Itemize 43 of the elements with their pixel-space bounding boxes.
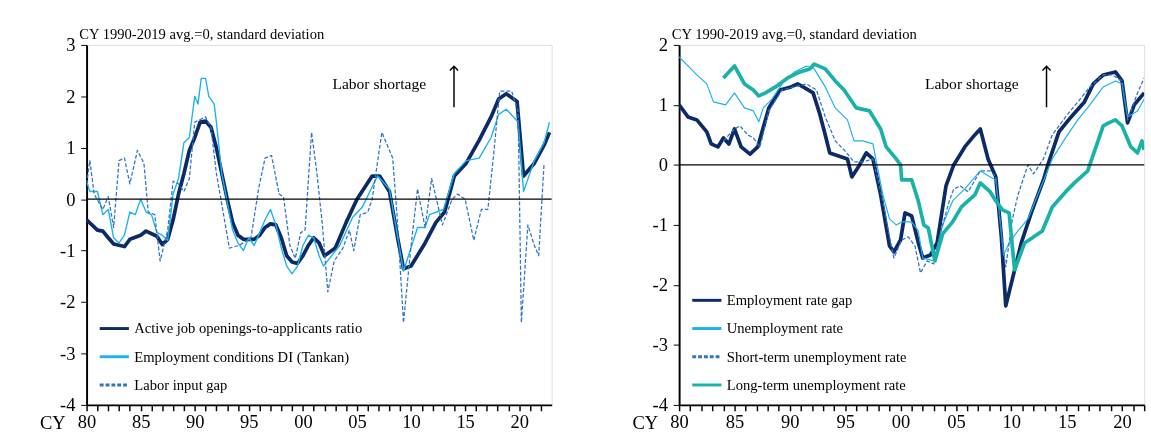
x-tick-label: 10 (402, 411, 421, 432)
legend-label: Short-term unemployment rate (726, 348, 907, 365)
x-tick-label: 90 (781, 411, 800, 432)
x-tick-label: 05 (348, 411, 367, 432)
legend-label: Employment conditions DI (Tankan) (134, 348, 350, 366)
legend-label: Active job openings-to-applicants ratio (134, 320, 363, 337)
y-axis-title: CY 1990-2019 avg.=0, standard deviation (671, 25, 918, 42)
legend-label: Unemployment rate (726, 320, 843, 337)
y-tick-label: -2 (60, 292, 76, 313)
x-tick-label: 95 (240, 411, 259, 432)
x-tick-label: 20 (1113, 411, 1132, 432)
y-tick-label: 0 (66, 189, 76, 210)
legend-label: Long-term unemployment rate (726, 376, 906, 393)
y-tick-label: -1 (60, 240, 76, 261)
x-tick-label: 10 (1002, 411, 1022, 432)
x-tick-label: 20 (510, 411, 529, 432)
x-tick-label: 15 (1057, 411, 1077, 432)
legend-label: Employment rate gap (726, 292, 853, 309)
y-tick-label: -3 (652, 335, 668, 356)
y-tick-label: 0 (658, 155, 668, 176)
y-tick-label: -3 (60, 343, 76, 364)
y-tick-label: 1 (658, 95, 668, 116)
line-series (86, 90, 545, 324)
x-tick-label: 00 (891, 411, 911, 432)
legend-label: Labor input gap (134, 376, 228, 393)
x-tick-label: 80 (670, 411, 689, 432)
y-tick-label: 1 (66, 138, 76, 159)
y-tick-label: -2 (652, 275, 668, 296)
x-tick-label: 15 (456, 411, 475, 432)
x-tick-label: 00 (294, 411, 313, 432)
y-axis-title: CY 1990-2019 avg.=0, standard deviation (79, 25, 325, 42)
x-tick-label: 85 (725, 411, 745, 432)
x-tick-label: 95 (836, 411, 855, 432)
x-tick-label: 85 (131, 411, 151, 432)
y-tick-label: -1 (652, 215, 668, 236)
y-tick-label: 3 (66, 35, 76, 56)
x-tick-label: 80 (77, 411, 97, 432)
x-tick-label: 90 (186, 411, 205, 432)
x-tick-label: 05 (947, 411, 966, 432)
y-tick-label: 2 (658, 35, 668, 56)
annotation: Labor shortage (332, 74, 427, 92)
annotation: Labor shortage (924, 74, 1019, 92)
y-tick-label: 2 (66, 86, 76, 107)
